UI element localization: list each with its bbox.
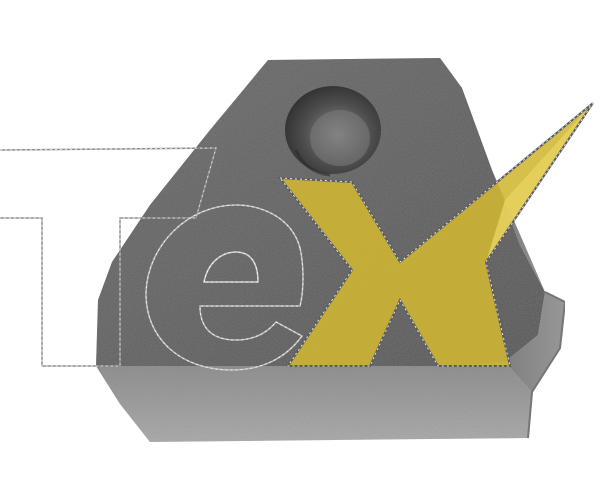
letter-x-glyph xyxy=(277,102,594,367)
letter-e-glyph xyxy=(145,204,304,371)
letter-t-glyph xyxy=(0,147,217,367)
stone-side-edge xyxy=(527,291,567,439)
drill-hole-icon xyxy=(285,86,381,177)
stone-side-face xyxy=(492,170,565,392)
stone-front-face xyxy=(96,362,532,442)
